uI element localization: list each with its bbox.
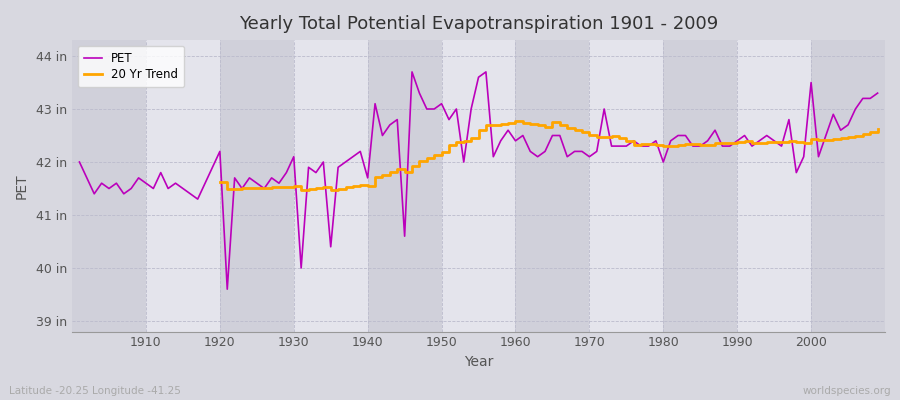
Bar bbox=[72, 40, 146, 332]
20 Yr Trend bbox=[355, 183, 365, 188]
Bar bbox=[368, 40, 442, 332]
PET bbox=[518, 133, 528, 138]
PET bbox=[872, 91, 883, 96]
Line: PET: PET bbox=[79, 72, 878, 289]
Title: Yearly Total Potential Evapotranspiration 1901 - 2009: Yearly Total Potential Evapotranspiratio… bbox=[238, 15, 718, 33]
20 Yr Trend bbox=[230, 186, 240, 191]
Bar bbox=[811, 40, 885, 332]
20 Yr Trend bbox=[872, 126, 883, 131]
PET bbox=[407, 70, 418, 74]
X-axis label: Year: Year bbox=[464, 355, 493, 369]
PET bbox=[525, 149, 535, 154]
20 Yr Trend bbox=[325, 188, 336, 193]
20 Yr Trend bbox=[296, 183, 307, 188]
20 Yr Trend bbox=[865, 132, 876, 136]
PET bbox=[222, 287, 233, 292]
20 Yr Trend bbox=[813, 137, 824, 142]
Line: 20 Yr Trend: 20 Yr Trend bbox=[220, 121, 878, 190]
Bar bbox=[220, 40, 293, 332]
Legend: PET, 20 Yr Trend: PET, 20 Yr Trend bbox=[78, 46, 184, 87]
20 Yr Trend bbox=[510, 119, 521, 124]
Text: worldspecies.org: worldspecies.org bbox=[803, 386, 891, 396]
20 Yr Trend bbox=[214, 180, 225, 185]
Bar bbox=[516, 40, 590, 332]
PET bbox=[614, 144, 625, 148]
Bar bbox=[663, 40, 737, 332]
PET bbox=[347, 154, 358, 159]
PET bbox=[74, 160, 85, 164]
20 Yr Trend bbox=[473, 136, 484, 141]
PET bbox=[303, 165, 314, 170]
Text: Latitude -20.25 Longitude -41.25: Latitude -20.25 Longitude -41.25 bbox=[9, 386, 181, 396]
PET bbox=[133, 176, 144, 180]
Y-axis label: PET: PET bbox=[15, 173, 29, 199]
